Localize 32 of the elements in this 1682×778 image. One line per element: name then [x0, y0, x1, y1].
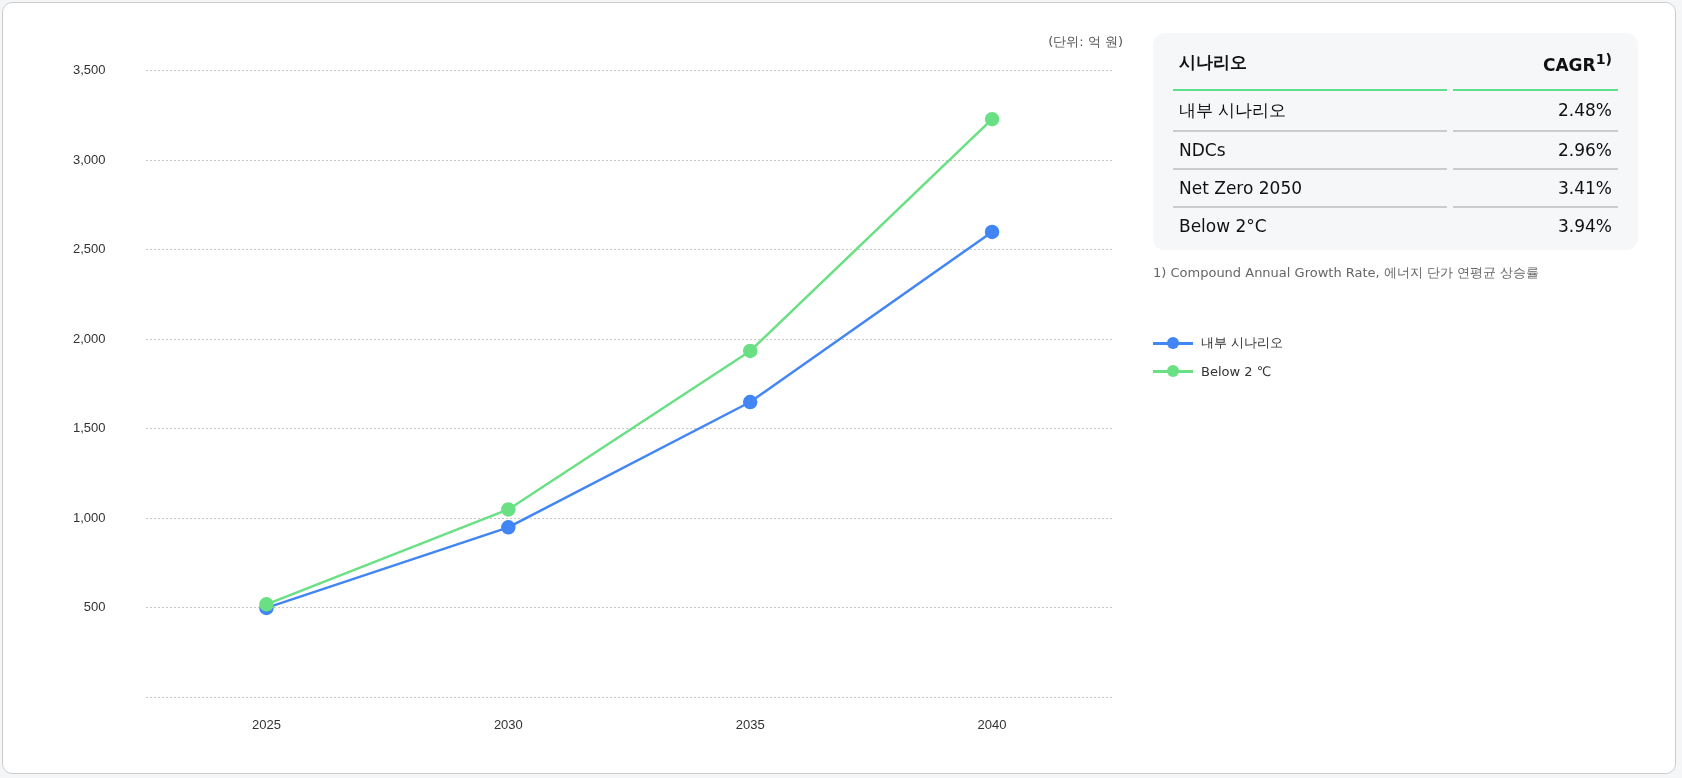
x-tick-label: 2030 [493, 716, 523, 732]
category-label: Net Zero 2050 [1173, 169, 1448, 208]
y-tick-label: 1,000 [72, 509, 106, 525]
point [259, 597, 274, 612]
y-tick-label: 1,500 [72, 420, 106, 436]
point [984, 111, 1000, 127]
text: 2.48% [1557, 100, 1612, 121]
text: 2.96% [1557, 139, 1612, 160]
category-label: Below 2°C [1178, 214, 1268, 238]
text: (단위: 억 원) [1048, 33, 1123, 51]
legend-label: Below 2 ℃ [1201, 363, 1272, 379]
text: 3.41% [1557, 177, 1612, 198]
text: CAGR$^{1)}$ [1453, 37, 1618, 91]
x-tick-label: 2035 [735, 716, 765, 732]
y-tick-label: 500 [83, 599, 106, 615]
point [984, 224, 1000, 240]
category-label: 내부 시나리오 [1173, 90, 1448, 132]
text: 시나리오 [1173, 37, 1448, 91]
x-tick-label: 2040 [977, 716, 1007, 732]
y-tick-label: 3,500 [72, 62, 106, 78]
category-label: NDCs [1173, 131, 1448, 170]
point [742, 394, 758, 410]
point [742, 343, 758, 359]
text: 3.94% [1557, 215, 1612, 236]
y-tick-label: 3,000 [72, 151, 106, 167]
x-tick-label: 2025 [252, 716, 281, 732]
y-tick-label: 2,500 [72, 241, 106, 257]
text: 1) Compound Annual Growth Rate, 에너지 단가 연평균 상승률 [1153, 263, 1541, 282]
y-tick-label: 2,000 [72, 330, 106, 346]
legend-label: 내부 시나리오 [1201, 333, 1284, 352]
point [501, 520, 516, 535]
point [501, 502, 516, 517]
